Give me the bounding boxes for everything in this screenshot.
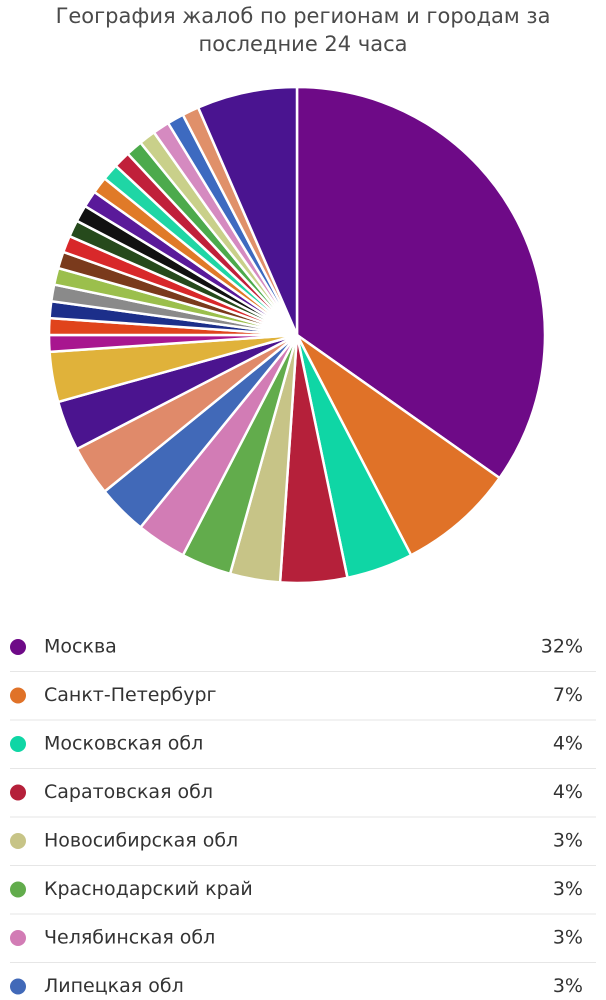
legend-marker: [10, 784, 26, 801]
chart-title: География жалоб по регионам и городам за…: [55, 4, 551, 56]
legend-value: 3%: [553, 830, 583, 852]
legend-value: 7%: [553, 684, 583, 706]
legend-value: 4%: [553, 733, 583, 755]
legend-label: Московская обл: [44, 733, 203, 755]
legend-marker: [10, 687, 26, 704]
pie-slice: [196, 85, 299, 336]
legend-value: 32%: [541, 636, 583, 658]
legend-label: Москва: [44, 636, 117, 658]
legend-label: Новосибирская обл: [44, 830, 238, 852]
legend-value: 3%: [553, 927, 583, 949]
legend-marker: [10, 881, 26, 898]
legend-label: Липецкая обл: [44, 975, 184, 997]
legend-label: Санкт-Петербург: [44, 684, 217, 706]
legend-value: 3%: [553, 975, 583, 997]
legend-marker: [10, 833, 26, 849]
legend-marker: [10, 930, 26, 946]
pie-slice: [295, 85, 547, 480]
legend-label: Саратовская обл: [44, 781, 213, 803]
legend-marker: [10, 978, 26, 995]
legend-marker: [10, 736, 26, 752]
legend-value: 3%: [553, 878, 583, 900]
pie-slice: [295, 333, 502, 557]
legend-label: Челябинская обл: [44, 927, 215, 949]
legend-marker: [10, 639, 26, 655]
legend-label: Краснодарский край: [44, 878, 253, 900]
legend-value: 4%: [553, 781, 583, 803]
